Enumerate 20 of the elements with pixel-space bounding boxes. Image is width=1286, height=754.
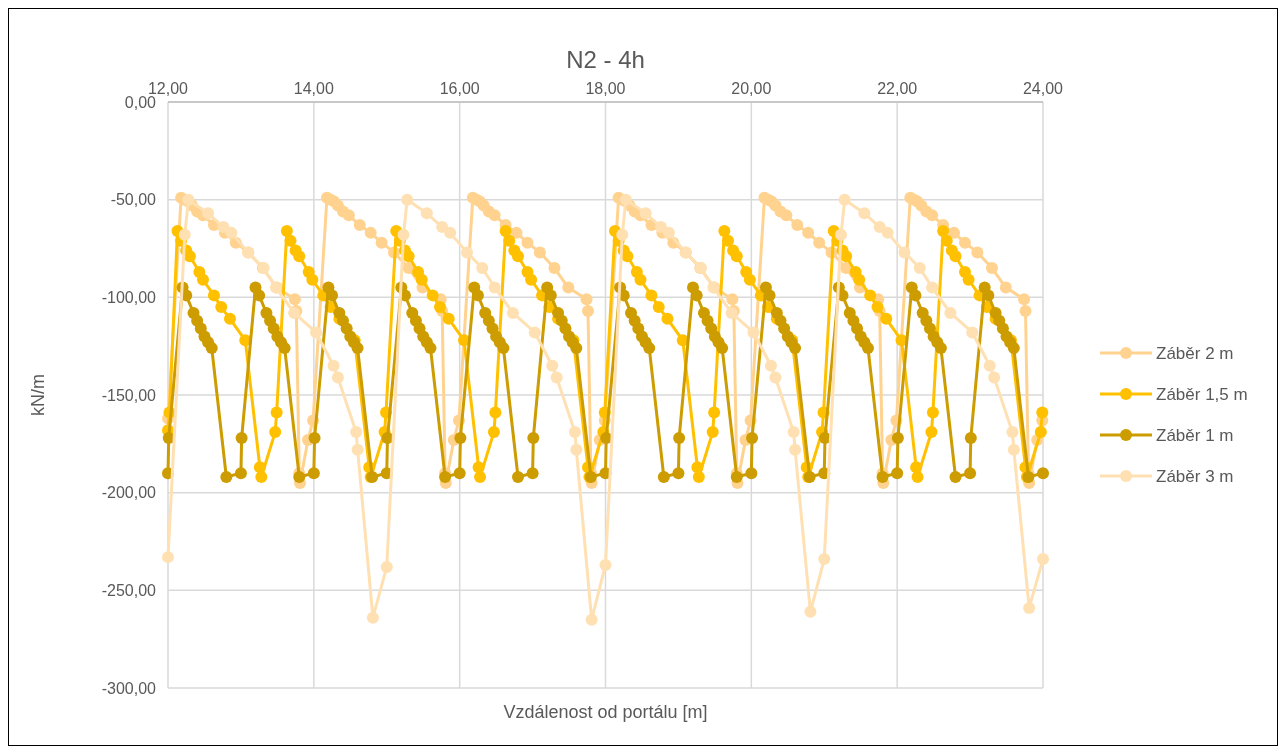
x-tick-label: 16,00 <box>439 80 480 98</box>
x-tick-label: 20,00 <box>731 80 772 98</box>
legend-label: Záběr 1,5 m <box>1156 384 1248 404</box>
y-tick-label: -100,00 <box>101 288 157 306</box>
x-axis-title: Vzdálenost od portálu [m] <box>503 702 708 722</box>
y-tick-label: -50,00 <box>110 191 157 209</box>
chart-title: N2 - 4h <box>566 46 645 73</box>
legend-label: Záběr 3 m <box>1156 466 1234 486</box>
x-tick-label: 14,00 <box>293 80 334 98</box>
y-tick-label: -200,00 <box>101 484 157 502</box>
y-tick-label: -250,00 <box>101 581 157 599</box>
legend-label: Záběr 1 m <box>1156 425 1234 445</box>
x-tick-label: 22,00 <box>877 80 918 98</box>
y-tick-label: -150,00 <box>101 386 157 404</box>
y-axis-title: kN/m <box>28 374 48 416</box>
x-tick-label: 18,00 <box>585 80 626 98</box>
y-tick-label: 0,00 <box>124 93 157 111</box>
legend-label: Záběr 2 m <box>1156 343 1234 363</box>
y-tick-label: -300,00 <box>101 679 157 697</box>
x-tick-label: 24,00 <box>1022 80 1064 98</box>
